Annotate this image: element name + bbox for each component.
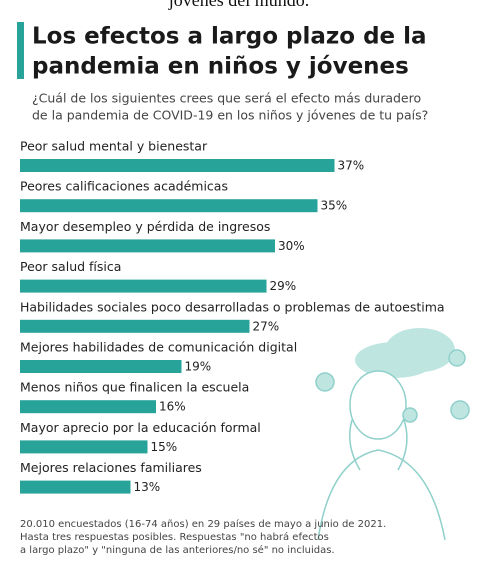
- value-label: 16%: [159, 400, 186, 414]
- footnote: Hasta tres respuestas posibles. Respuest…: [20, 531, 329, 543]
- value-label: 27%: [253, 319, 280, 333]
- value-label: 37%: [338, 159, 365, 173]
- bar: [20, 480, 131, 494]
- title-accent: [17, 22, 24, 79]
- title: pandemia en niños y jóvenes: [32, 54, 409, 80]
- footnote: a largo plazo" y "ninguna de las anterio…: [20, 544, 335, 556]
- value-label: 13%: [134, 480, 161, 494]
- bar: [20, 199, 318, 213]
- title: Los efectos a largo plazo de la: [32, 24, 427, 50]
- bar: [20, 239, 275, 253]
- category-label: Menos niños que finalicen la escuela: [20, 380, 249, 395]
- subtitle: ¿Cuál de los siguientes crees que será e…: [32, 91, 421, 106]
- category-label: Habilidades sociales poco desarrolladas …: [20, 299, 445, 314]
- category-label: Mayor aprecio por la educación formal: [20, 420, 261, 435]
- illustration: [315, 328, 470, 541]
- bar: [20, 440, 148, 454]
- value-label: 35%: [321, 199, 348, 213]
- bar: [20, 319, 250, 333]
- bar: [20, 400, 156, 414]
- pretitle: jóvenes del mundo.: [168, 0, 309, 10]
- subtitle: de la pandemia de COVID-19 en los niños …: [32, 108, 428, 123]
- category-label: Mayor desempleo y pérdida de ingresos: [20, 219, 270, 234]
- category-label: Mejores habilidades de comunicación digi…: [20, 340, 297, 355]
- category-label: Mejores relaciones familiares: [20, 460, 202, 475]
- category-label: Peor salud física: [20, 259, 121, 274]
- category-label: Peor salud mental y bienestar: [20, 139, 208, 154]
- footnote: 20.010 encuestados (16-74 años) en 29 pa…: [20, 518, 386, 530]
- value-label: 15%: [151, 440, 178, 454]
- value-label: 30%: [278, 239, 305, 253]
- bar: [20, 360, 182, 373]
- value-label: 19%: [185, 360, 212, 374]
- bar: [20, 159, 335, 172]
- category-label: Peores calificaciones académicas: [20, 179, 228, 194]
- bar: [20, 279, 267, 293]
- value-label: 29%: [270, 279, 297, 293]
